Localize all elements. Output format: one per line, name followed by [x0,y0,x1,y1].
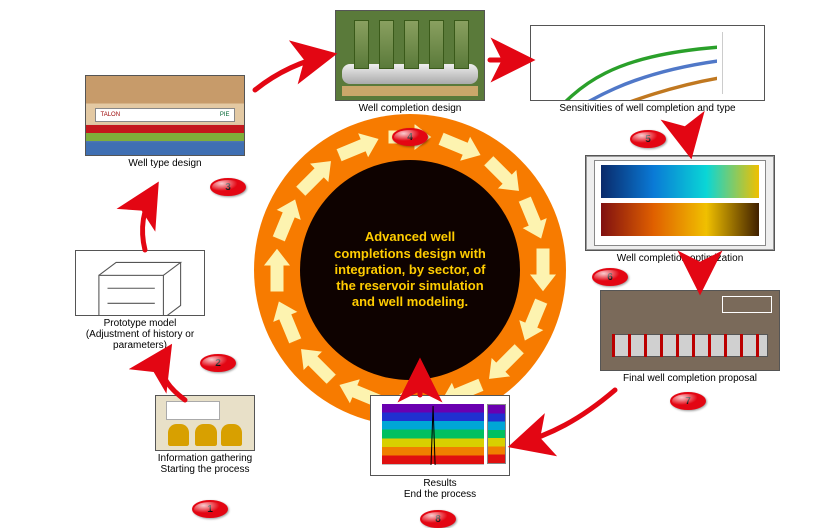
step-8-thumb [370,395,510,476]
step-5: Sensitivities of well completion and typ… [530,25,765,114]
step-3-label: Well type design [85,158,245,169]
step-2-badge: 2 [200,354,236,372]
step-5-label: Sensitivities of well completion and typ… [530,103,765,114]
step-5-badge: 5 [630,130,666,148]
step-6-label: Well completion optimization [585,253,775,264]
step-1-label: Information gatheringStarting the proces… [155,453,255,475]
step-7-thumb [600,290,780,371]
step-8-badge: 8 [420,510,456,528]
step-1-thumb [155,395,255,451]
step-6-badge: 6 [592,268,628,286]
step-7: Final well completion proposal [600,290,780,384]
step-1-badge: 1 [192,500,228,518]
step-4-badge: 4 [392,128,428,146]
step-2: Prototype model(Adjustment of history or… [75,250,205,351]
step-3-badge: 3 [210,178,246,196]
step-4: Well completion design [335,10,485,114]
step-7-badge: 7 [670,392,706,410]
step-6-thumb [585,155,775,251]
step-8-label: ResultsEnd the process [370,478,510,500]
center-title: Advanced well completions design with in… [330,229,490,310]
step-3: TALONPIE Well type design [85,75,245,169]
step-2-label: Prototype model(Adjustment of history or… [75,318,205,351]
step-4-thumb [335,10,485,101]
step-7-label: Final well completion proposal [600,373,780,384]
step-2-thumb [75,250,205,316]
diagram-stage: Advanced well completions design with in… [0,0,840,525]
step-8: ResultsEnd the process [370,395,510,500]
step-4-label: Well completion design [335,103,485,114]
center-disc: Advanced well completions design with in… [300,160,520,380]
step-3-thumb: TALONPIE [85,75,245,156]
step-1: Information gatheringStarting the proces… [155,395,255,475]
step-5-thumb [530,25,765,101]
step-6: Well completion optimization [585,155,775,264]
